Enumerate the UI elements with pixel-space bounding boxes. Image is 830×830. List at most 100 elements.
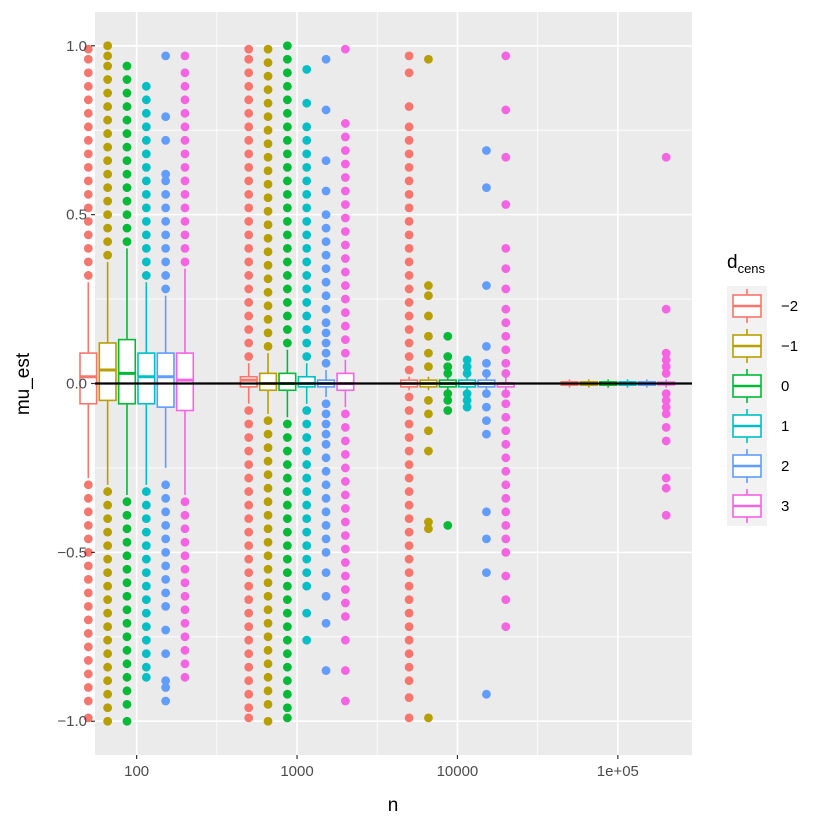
outlier-point: [661, 152, 671, 162]
outlier-point: [302, 216, 312, 226]
outlier-point: [424, 426, 433, 436]
outlier-point: [141, 95, 151, 105]
legend-label: 2: [781, 458, 789, 475]
outlier-point: [661, 389, 671, 399]
outlier-point: [244, 649, 254, 659]
outlier-point: [122, 632, 132, 642]
outlier-point: [83, 561, 93, 571]
outlier-point: [244, 311, 254, 321]
outlier-point: [103, 196, 113, 206]
outlier-point: [263, 58, 273, 68]
outlier-point: [661, 362, 671, 372]
outlier-point: [462, 362, 472, 372]
outlier-point: [161, 244, 171, 253]
x-axis-title: n: [388, 795, 399, 816]
outlier-point: [661, 402, 671, 412]
outlier-point: [161, 169, 171, 179]
outlier-point: [282, 54, 292, 64]
outlier-point: [282, 338, 292, 348]
outlier-point: [482, 389, 491, 399]
outlier-point: [443, 368, 453, 378]
outlier-point: [83, 588, 93, 598]
outlier-point: [404, 500, 414, 510]
outlier-point: [302, 162, 312, 172]
y-tick-label: 0.0: [66, 376, 87, 393]
outlier-point: [83, 683, 93, 692]
outlier-point: [180, 176, 190, 186]
outlier-point: [321, 466, 331, 476]
legend-label: 1: [781, 418, 789, 435]
outlier-point: [340, 335, 350, 344]
outlier-point: [501, 304, 511, 314]
outlier-point: [282, 244, 292, 253]
outlier-point: [161, 271, 171, 280]
outlier-point: [263, 591, 273, 601]
box-iqr: [117, 338, 137, 405]
outlier-point: [83, 54, 93, 64]
outlier-point: [141, 649, 151, 659]
box-iqr: [336, 372, 355, 392]
outlier-point: [263, 98, 273, 108]
outlier-point: [482, 402, 491, 412]
outlier-point: [161, 561, 171, 571]
y-axis-ticks: 1.0 0.5 0.0 −0.5 −1.0: [57, 38, 95, 730]
outlier-point: [244, 446, 254, 456]
outlier-point: [83, 547, 93, 557]
outlier-point: [141, 230, 151, 240]
outlier-point: [424, 331, 433, 341]
outlier-point: [83, 44, 93, 54]
outlier-point: [482, 689, 491, 699]
outlier-point: [424, 54, 433, 64]
outlier-point: [263, 456, 273, 466]
outlier-point: [462, 355, 472, 365]
outlier-point: [83, 696, 93, 706]
outlier-point: [321, 291, 331, 301]
outlier-point: [263, 287, 273, 297]
outlier-point: [161, 649, 171, 659]
outlier-point: [321, 318, 331, 328]
boxplot: [137, 81, 156, 682]
outlier-point: [282, 433, 292, 442]
outlier-point: [340, 186, 350, 196]
outlier-point: [424, 446, 433, 456]
outlier-point: [340, 254, 350, 263]
outlier-point: [404, 514, 414, 523]
outlier-point: [282, 149, 292, 159]
outlier-point: [141, 500, 151, 510]
outlier-point: [501, 622, 511, 632]
outlier-point: [244, 595, 254, 605]
outlier-point: [180, 510, 190, 520]
outlier-point: [244, 527, 254, 537]
outlier-point: [161, 189, 171, 199]
outlier-point: [340, 200, 350, 209]
outlier-point: [661, 395, 671, 405]
outlier-point: [501, 105, 511, 115]
outlier-point: [122, 102, 132, 111]
outlier-point: [404, 392, 414, 402]
outlier-point: [501, 412, 511, 422]
outlier-point: [282, 108, 292, 118]
outlier-point: [424, 517, 433, 527]
outlier-point: [141, 244, 151, 253]
outlier-point: [141, 635, 151, 645]
outlier-point: [103, 88, 113, 98]
outlier-point: [282, 487, 292, 496]
outlier-point: [462, 395, 472, 405]
outlier-point: [424, 311, 433, 321]
outlier-point: [302, 65, 312, 74]
outlier-point: [161, 176, 171, 186]
outlier-point: [263, 632, 273, 642]
outlier-point: [83, 629, 93, 638]
x-axis-ticks: 100 1000 10000 1e+05: [124, 755, 639, 780]
outlier-point: [244, 338, 254, 348]
x-tick-label: 1e+05: [597, 763, 639, 780]
outlier-point: [340, 409, 350, 419]
outlier-point: [282, 271, 292, 280]
outlier-point: [103, 716, 113, 726]
box-iqr: [258, 372, 278, 392]
outlier-point: [83, 615, 93, 625]
outlier-point: [302, 406, 312, 415]
outlier-point: [404, 325, 414, 334]
outlier-point: [244, 135, 254, 145]
outlier-point: [263, 497, 273, 507]
